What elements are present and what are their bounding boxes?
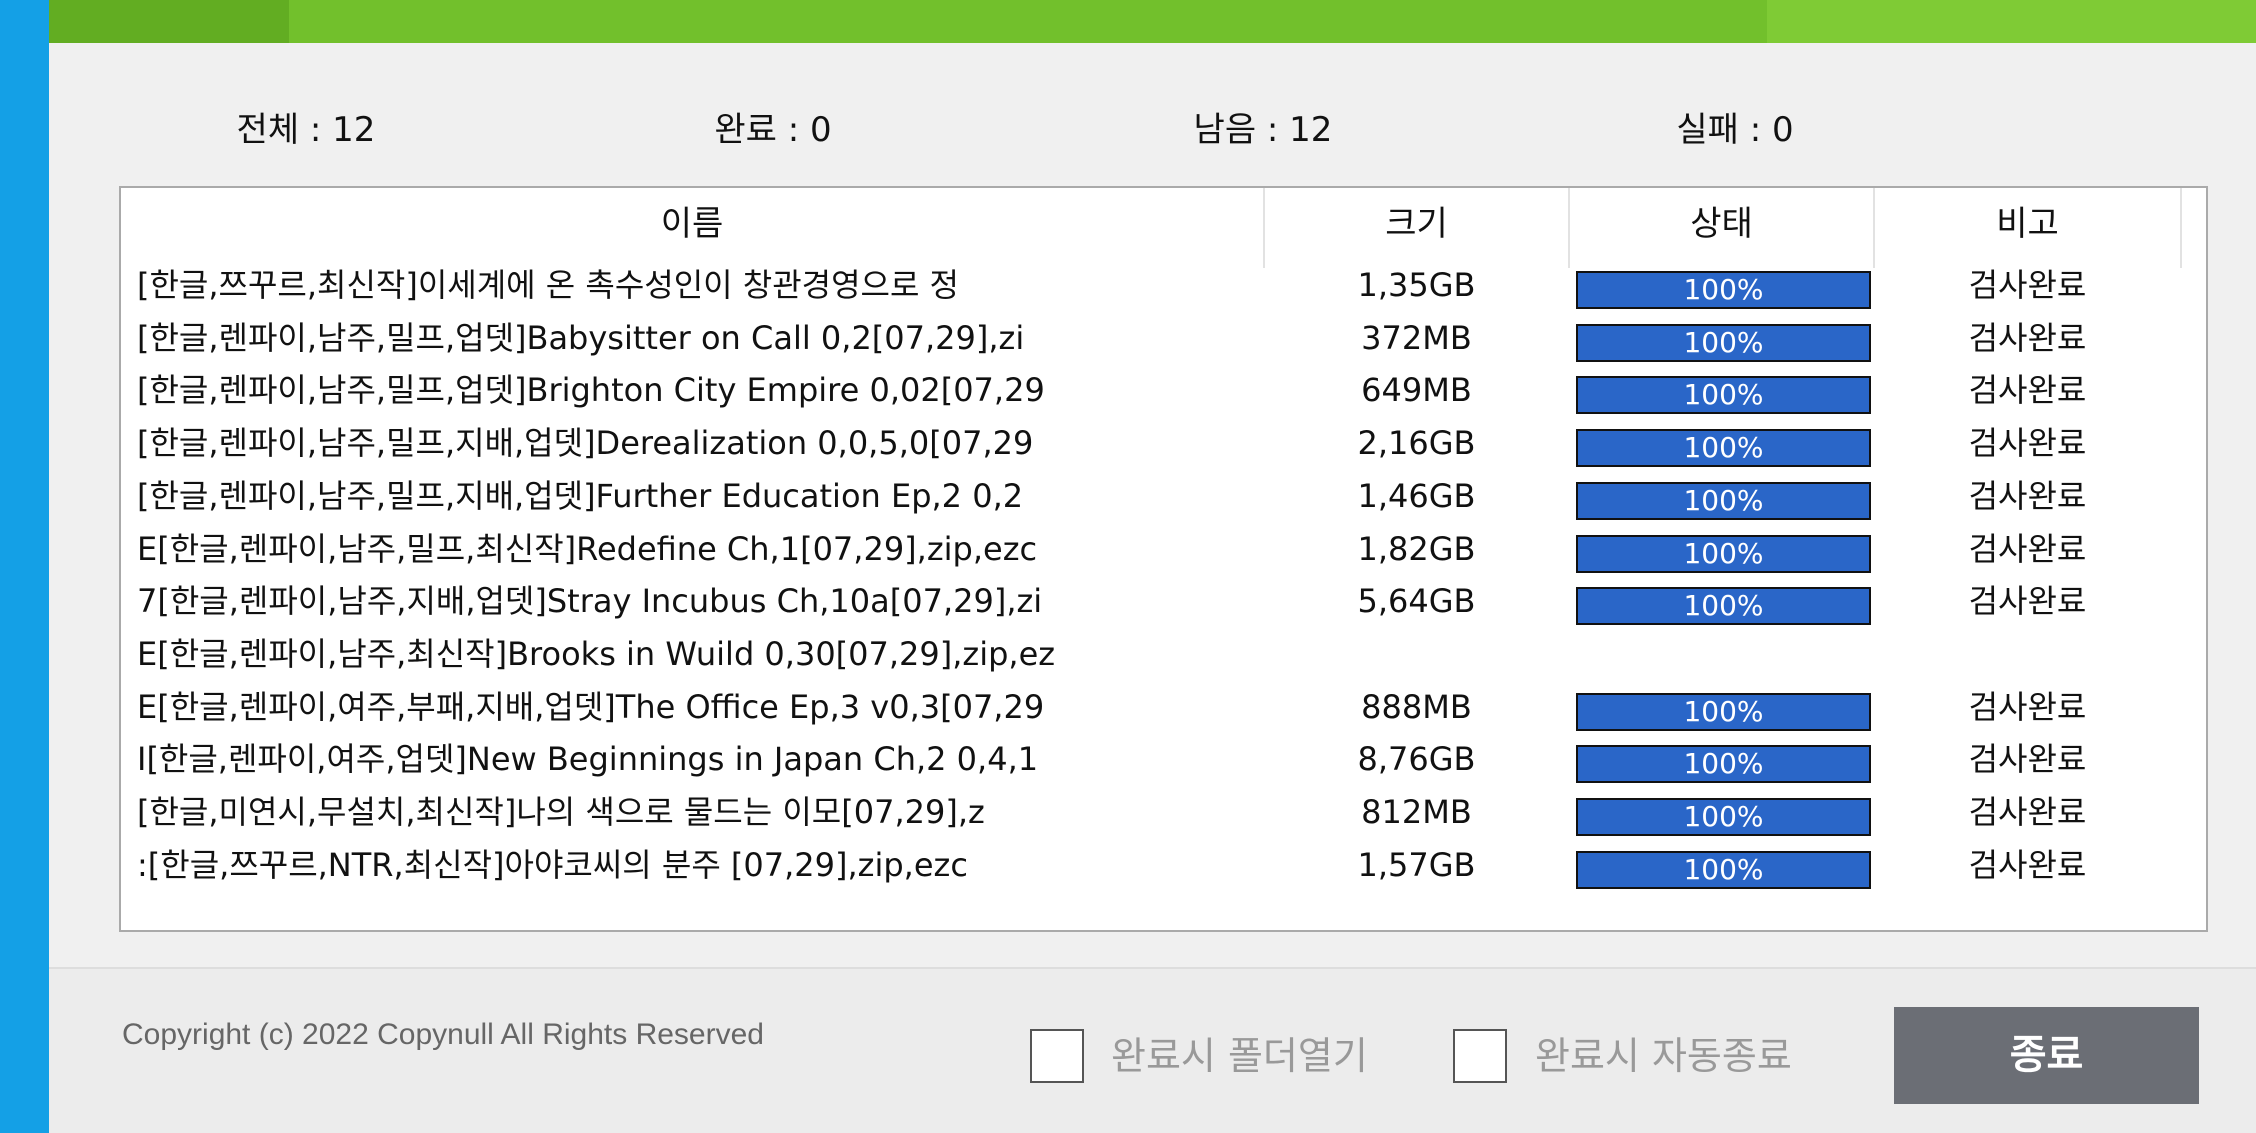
note: 검사완료: [1968, 793, 2087, 831]
checkbox[interactable]: [1453, 1029, 1507, 1083]
status-bar: 100%: [1576, 534, 1871, 573]
note: 검사완료: [1968, 424, 2087, 463]
file-size: 1,57GB: [1357, 845, 1476, 884]
file-name: I[한글,렌파이,여주,업뎃]New Beginnings in Japan C…: [137, 740, 1039, 779]
file-size: 372MB: [1361, 318, 1472, 357]
note: 검사완료: [1968, 529, 2087, 568]
file-name: [한글,렌파이,남주,밀프,지배,업뎃]Derealization 0,0,5,…: [137, 424, 1034, 463]
file-name: 7[한글,렌파이,남주,지배,업뎃]Stray Incubus Ch,10a[0…: [137, 582, 1043, 621]
file-size: 1,82GB: [1357, 529, 1476, 568]
column-divider: [1873, 188, 1875, 268]
file-size: 888MB: [1361, 687, 1472, 726]
stat: 완료 : 0: [714, 110, 832, 150]
file-size: 5,64GB: [1357, 582, 1476, 621]
file-name: E[한글,렌파이,남주,최신작]Brooks in Wuild 0,30[07,…: [137, 634, 1056, 673]
file-name: [한글,렌파이,남주,밀프,업뎃]Brighton City Empire 0,…: [137, 371, 1045, 410]
column-header: 이름: [660, 204, 724, 244]
file-name: [한글,미연시,무설치,최신작]나의 색으로 물드는 이모[07,29],z: [137, 793, 985, 831]
status-bar: 100%: [1576, 850, 1871, 889]
note: 검사완료: [1968, 266, 2087, 304]
column-divider: [1263, 188, 1265, 268]
column-divider: [2180, 188, 2182, 268]
side-bar: [0, 0, 49, 1133]
file-size: 8,76GB: [1357, 740, 1476, 779]
file-size: 1,35GB: [1357, 266, 1476, 304]
note: 검사완료: [1968, 582, 2087, 621]
file-name: E[한글,렌파이,남주,밀프,최신작]Redefine Ch,1[07,29],…: [137, 529, 1038, 568]
status-bar: 100%: [1576, 481, 1871, 520]
stat: 실패 : 0: [1676, 110, 1794, 150]
file-size: 649MB: [1361, 371, 1472, 410]
status-bar: 100%: [1576, 429, 1871, 468]
column-header: 상태: [1690, 204, 1753, 244]
close-button[interactable]: 종료: [1894, 1007, 2199, 1104]
checkbox-label[interactable]: 완료시 자동종료: [1535, 1034, 1792, 1078]
status-bar: 100%: [1576, 323, 1871, 362]
file-size: 812MB: [1361, 793, 1472, 831]
note: 검사완료: [1968, 318, 2087, 357]
note: 검사완료: [1968, 845, 2087, 884]
note: 검사완료: [1968, 687, 2087, 726]
status-bar: 100%: [1576, 376, 1871, 415]
checkbox-label[interactable]: 완료시 폴더열기: [1111, 1034, 1368, 1078]
stat: 남음 : 12: [1193, 110, 1333, 150]
note: 검사완료: [1968, 740, 2087, 779]
status-bar: 100%: [1576, 798, 1871, 836]
stat: 전체 : 12: [236, 110, 376, 150]
footer: [49, 967, 2256, 1133]
checkbox[interactable]: [1030, 1029, 1084, 1083]
file-size: 1,46GB: [1357, 476, 1476, 515]
status-bar: 100%: [1576, 745, 1871, 784]
file-size: 2,16GB: [1357, 424, 1476, 463]
status-bar: 100%: [1576, 271, 1871, 309]
column-divider: [1568, 188, 1570, 268]
note: 검사완료: [1968, 476, 2087, 515]
progress-top-left: [49, 0, 289, 43]
progress-top-right: [1767, 0, 2256, 43]
column-header: 비고: [1996, 204, 2059, 244]
column-header: 크기: [1385, 204, 1448, 244]
file-name: [한글,쯔꾸르,최신작]이세계에 온 촉수성인이 창관경영으로 정: [137, 266, 960, 304]
file-name: E[한글,렌파이,여주,부패,지배,업뎃]The Office Ep,3 v0,…: [137, 687, 1045, 726]
status-bar: 100%: [1576, 587, 1871, 626]
file-name: [한글,렌파이,남주,밀프,지배,업뎃]Further Education Ep…: [137, 476, 1024, 515]
note: 검사완료: [1968, 371, 2087, 410]
copyright: Copyright (c) 2022 Copynull All Rights R…: [122, 1018, 764, 1051]
status-bar: 100%: [1576, 692, 1871, 731]
file-name: :[한글,쯔꾸르,NTR,최신작]아야코씨의 분주 [07,29],zip,ez…: [137, 845, 968, 884]
file-name: [한글,렌파이,남주,밀프,업뎃]Babysitter on Call 0,2[…: [137, 318, 1025, 357]
